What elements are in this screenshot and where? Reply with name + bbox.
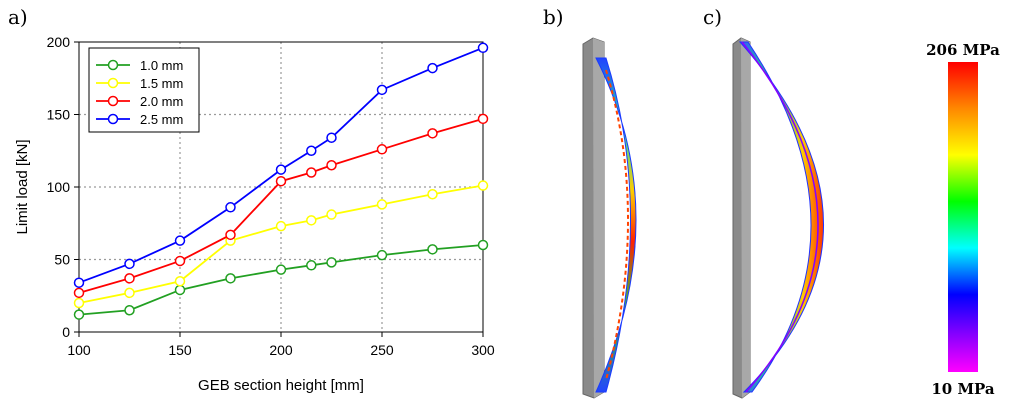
series-line-0 bbox=[78, 244, 484, 316]
y-tick-label: 0 bbox=[62, 324, 70, 340]
data-point bbox=[124, 305, 135, 316]
column-web-c bbox=[741, 38, 750, 398]
data-point bbox=[427, 62, 438, 74]
legend-label-2: 2.0 mm bbox=[140, 94, 183, 109]
data-point bbox=[275, 164, 287, 175]
y-tick-label: 150 bbox=[47, 107, 71, 123]
data-point bbox=[376, 144, 388, 155]
data-point bbox=[174, 235, 186, 246]
data-point bbox=[73, 297, 85, 309]
data-point bbox=[306, 167, 317, 178]
legend-label-0: 1.0 mm bbox=[140, 58, 183, 73]
x-tick-label: 250 bbox=[370, 342, 394, 358]
data-point bbox=[376, 249, 388, 261]
stress-pattern-b bbox=[605, 69, 629, 381]
data-point bbox=[376, 84, 388, 96]
data-point bbox=[225, 229, 236, 241]
data-point bbox=[174, 276, 186, 287]
series-line-2 bbox=[78, 117, 484, 294]
series-line-3 bbox=[78, 46, 484, 284]
data-point bbox=[326, 132, 337, 143]
data-point bbox=[306, 260, 317, 271]
stress-colorbar bbox=[948, 62, 978, 372]
x-tick-label: 150 bbox=[168, 342, 192, 358]
legend-marker-0 bbox=[107, 59, 119, 71]
x-tick-label: 100 bbox=[67, 342, 91, 358]
y-tick-label: 100 bbox=[47, 179, 71, 195]
data-point bbox=[306, 145, 317, 156]
x-tick-label: 300 bbox=[471, 342, 495, 358]
data-point bbox=[275, 175, 287, 187]
stress-edge-c bbox=[741, 41, 819, 393]
legend-box bbox=[88, 47, 200, 133]
deformed-column-c bbox=[732, 37, 824, 399]
y-tick-label: 50 bbox=[54, 252, 70, 268]
data-point bbox=[477, 113, 489, 125]
limit-load-chart: 100 150 200 250 300 0 50 100 150 200 GEB section h… bbox=[14, 34, 495, 394]
data-point bbox=[225, 202, 236, 213]
stress-band-b bbox=[595, 57, 637, 393]
data-point bbox=[326, 257, 337, 268]
colorbar-max-label: 206 MPa bbox=[926, 41, 1000, 59]
legend-marker-3 bbox=[107, 113, 119, 125]
data-point bbox=[275, 220, 287, 232]
data-point bbox=[477, 180, 489, 191]
column-web-b bbox=[593, 38, 604, 398]
legend-label-1: 1.5 mm bbox=[140, 76, 183, 91]
data-point bbox=[477, 239, 489, 251]
y-axis-title: Limit load [kN] bbox=[14, 139, 31, 234]
legend-marker-1 bbox=[107, 77, 119, 89]
data-point bbox=[326, 160, 337, 171]
data-point bbox=[124, 258, 135, 270]
data-point bbox=[427, 189, 438, 200]
data-point bbox=[73, 277, 85, 288]
deformed-column-b bbox=[582, 37, 637, 399]
data-point bbox=[174, 255, 186, 267]
stress-band-c bbox=[738, 41, 824, 393]
panel-label-c: c) bbox=[703, 5, 722, 29]
colorbar-min-label: 10 MPa bbox=[931, 380, 995, 398]
data-point bbox=[124, 287, 135, 299]
data-point bbox=[376, 199, 388, 210]
x-tick-label: 200 bbox=[269, 342, 293, 358]
data-point bbox=[73, 287, 85, 299]
data-point bbox=[326, 209, 337, 220]
data-point bbox=[275, 264, 287, 275]
panel-label-b: b) bbox=[543, 5, 564, 29]
data-point bbox=[73, 309, 85, 320]
data-point bbox=[124, 273, 135, 284]
panel-label-a: a) bbox=[8, 5, 28, 29]
data-point bbox=[306, 215, 317, 226]
legend-marker-2 bbox=[107, 95, 119, 107]
x-axis-title: GEB section height [mm] bbox=[198, 377, 364, 394]
series-line-1 bbox=[78, 184, 484, 304]
data-point bbox=[427, 128, 438, 139]
data-point bbox=[225, 273, 236, 284]
data-point bbox=[427, 244, 438, 255]
data-point bbox=[174, 284, 186, 296]
data-point bbox=[477, 42, 489, 54]
y-tick-label: 200 bbox=[47, 34, 71, 50]
legend-label-3: 2.5 mm bbox=[140, 112, 183, 127]
